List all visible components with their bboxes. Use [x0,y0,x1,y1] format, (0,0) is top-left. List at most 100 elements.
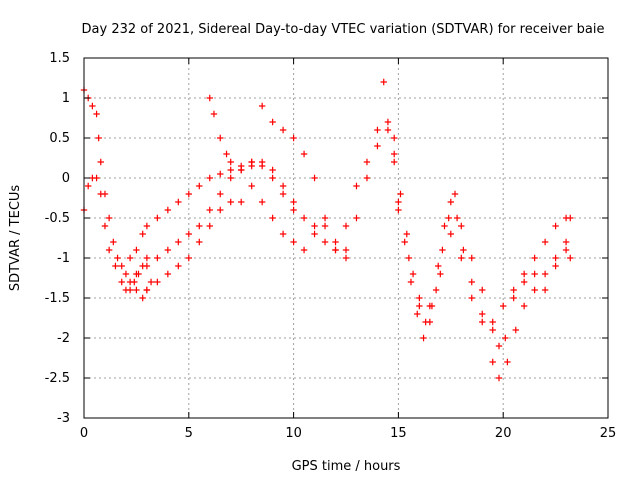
data-point [139,294,146,302]
data-point [479,310,486,318]
data-point [552,254,559,262]
data-point [114,254,121,262]
series-4 [133,158,297,278]
data-point [445,214,452,222]
data-point [510,294,517,302]
chart-title: Day 232 of 2021, Sidereal Day-to-day VTE… [82,22,605,37]
series-5 [143,198,245,294]
data-point [105,246,113,254]
data-point [227,198,234,206]
data-point [531,286,538,294]
data-point [426,302,434,310]
data-point [118,262,125,270]
data-point [489,318,496,326]
data-point [395,198,402,206]
data-point [541,238,549,246]
data-point [321,238,329,246]
data-point [321,222,329,230]
data-point [311,174,318,182]
data-point [290,238,297,246]
series-1 [80,174,155,302]
data-point [541,286,549,294]
data-point [206,206,213,214]
data-point [447,198,454,206]
data-point [552,262,559,270]
data-point [391,134,398,142]
data-point [510,286,517,294]
series-9 [384,126,574,350]
data-point [437,270,444,278]
data-point [311,230,318,238]
data-point [223,150,230,158]
y-tick-label: -2 [57,331,70,346]
y-tick-label: -1.5 [45,291,70,306]
data-point [460,246,467,254]
x-axis-label: GPS time / hours [292,459,401,474]
series-8 [248,118,398,262]
data-point [403,230,410,238]
data-point [353,214,360,222]
y-tick-label: 0 [62,171,70,186]
x-tick-label: 10 [285,426,302,441]
data-point [175,238,182,246]
data-point [363,174,371,182]
data-point [409,270,417,278]
data-points [80,78,574,382]
data-point [380,78,387,86]
data-point [279,230,287,238]
y-tick-label: -1 [57,251,70,266]
data-point [175,262,182,270]
y-tick-label: 1 [62,91,70,106]
data-point [407,278,415,286]
data-point [552,222,559,230]
x-tick-labels: 0 5 10 15 20 25 [80,426,616,441]
x-tick-label: 25 [600,426,617,441]
data-point [416,302,423,310]
data-point [269,214,276,222]
data-point [279,190,287,198]
data-point [468,278,475,286]
data-point [439,246,446,254]
data-point [300,246,308,254]
data-point [238,198,245,206]
data-point [300,214,308,222]
data-point [416,294,423,302]
data-point [391,158,398,166]
y-tick-label: 0.5 [49,131,70,146]
data-point [164,270,172,278]
data-point [512,326,519,334]
data-point [185,190,192,198]
data-point [279,126,287,134]
data-point [131,278,138,286]
data-point [567,214,574,222]
data-point [227,166,234,174]
data-point [453,214,461,222]
data-point [227,174,234,182]
data-point [258,102,266,110]
data-point [479,318,486,326]
data-point [279,182,287,190]
data-point [143,286,151,294]
data-point [342,222,350,230]
data-point [395,206,402,214]
data-point [502,334,509,342]
data-point [112,262,119,270]
data-point [342,254,350,262]
y-tick-labels: -3 -2.5 -2 -1.5 -1 -0.5 0 0.5 1 1.5 [45,51,70,426]
data-point [269,174,276,182]
data-point [520,278,528,286]
data-point [238,166,245,174]
data-point [321,214,329,222]
data-point [89,102,96,110]
grid-lines [84,58,608,418]
data-point [342,246,350,254]
data-point [300,150,308,158]
data-point [126,286,134,294]
data-point [139,230,146,238]
data-point [384,126,392,134]
data-point [93,110,100,118]
data-point [567,254,574,262]
data-point [185,230,192,238]
data-point [479,286,486,294]
